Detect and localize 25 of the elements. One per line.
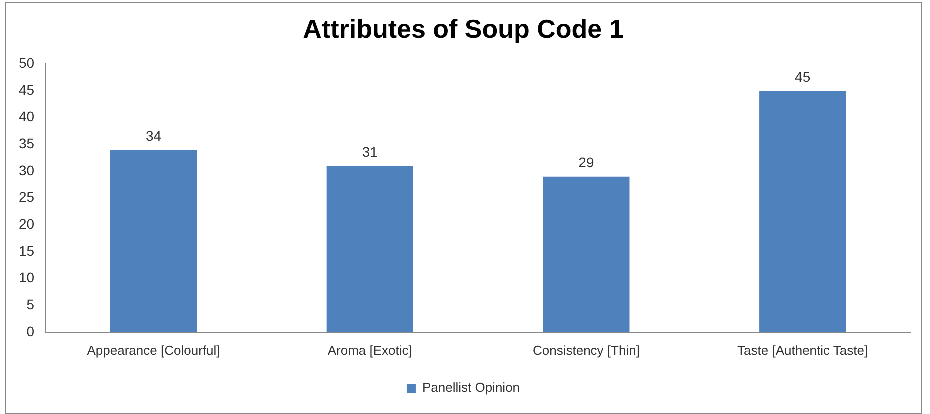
y-tick-label: 35	[18, 136, 35, 152]
bar	[110, 150, 198, 332]
bar	[760, 91, 846, 332]
x-tick-label: Appearance [Colourful]	[87, 342, 220, 358]
legend-label: Panellist Opinion	[422, 380, 520, 396]
data-label: 34	[146, 128, 162, 144]
y-tick-label: 50	[18, 55, 35, 72]
y-tick-label: 15	[18, 242, 35, 259]
x-tick-label: Aroma [Exotic]	[328, 342, 412, 358]
y-tick-label: 10	[18, 270, 35, 286]
bar	[326, 166, 414, 332]
x-tick-label: Consistency [Thin]	[532, 342, 640, 358]
bar	[543, 176, 630, 332]
y-tick-label: 40	[18, 108, 35, 125]
y-tick-label: 30	[18, 162, 35, 178]
y-tick-label: 25	[18, 189, 35, 206]
data-label: 31	[362, 144, 378, 160]
y-tick-label: 45	[18, 82, 35, 98]
x-tick-label: Taste [Authentic Taste]	[738, 342, 868, 358]
data-label: 45	[795, 68, 811, 85]
data-label: 29	[578, 154, 594, 171]
y-tick-label: 5	[26, 296, 35, 312]
y-tick-label: 20	[18, 216, 35, 232]
y-tick-label: 0	[26, 323, 35, 340]
chart-title: Attributes of Soup Code 1	[303, 14, 624, 44]
